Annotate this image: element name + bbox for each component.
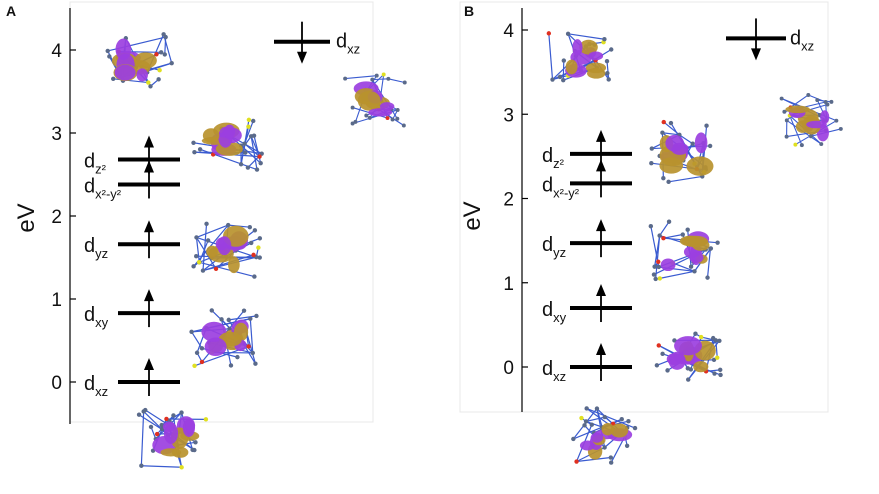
panel-b-label: B [464,3,474,19]
panel-b-y-axis-label: eV [459,201,486,230]
panel-b-spin-up-arrowhead [596,129,606,142]
panel-a-orbital-dxy [189,308,259,368]
panel-a-spin-up-arrowhead [144,289,154,302]
panel-b-y-tick-label: 1 [503,274,514,295]
panel-b-level-label: dxz [790,27,814,53]
panel-a-orbital-dz2 [191,117,264,172]
panel-a-level-label: dx²-y² [84,175,122,201]
orbital-isosurfaces [105,31,843,470]
panel-b-level-label: dx²-y² [542,174,580,200]
panel-a-level-label: dyz [84,235,108,261]
panel-b-orbital-dxz [571,406,638,465]
panel-a-orbital-dyz [191,221,263,279]
panel-b-level-label: dxz [542,358,566,384]
panel-a-level-label: dxz [336,31,360,57]
panel-a-y-tick-label: 0 [51,373,62,394]
panel-b-orbital-dyz [648,219,720,282]
panel-a-y-tick-label: 1 [51,290,62,311]
panel-a-orbital-top [105,32,174,89]
panel-b-orbital-dz2 [649,119,714,185]
panel-b-orbital-dxy [654,331,723,382]
panel-a-level-label: dxz [84,373,108,399]
panel-a-spin-down-arrowhead [297,51,307,64]
panel-b: 0 1 2 3 4 dxz dxy dyz dx²-y² dz² dxz [503,8,814,412]
panel-a-orbital-right [343,72,407,128]
panel-a-label: A [6,3,16,19]
panel-b-y-tick-label: 4 [503,21,514,42]
panel-b-orbital-right [779,92,843,148]
panel-b-spin-up-arrowhead [596,284,606,297]
panel-a-orbital-dxz [136,407,209,470]
panel-b-y-tick-label: 2 [503,190,514,211]
panel-b-spin-down-arrowhead [751,48,761,61]
panel-a-y-tick-label: 2 [51,207,62,228]
panel-a-level-label: dz² [84,151,107,177]
panel-b-orbital-top [546,31,614,83]
panel-b-level-label: dz² [542,145,565,171]
panel-b-spin-up-arrowhead [596,343,606,355]
panel-a-level-label: dxy [84,304,109,330]
panel-b-spin-up-arrowhead [596,219,606,232]
panel-b-level-label: dyz [542,234,566,260]
panel-a-spin-up-arrowhead [144,220,154,233]
panel-a-y-axis-label: eV [13,203,40,232]
panel-a-y-tick-label: 4 [51,41,62,62]
panel-b-level-label: dxy [542,299,567,325]
panel-a-spin-up-arrowhead [144,358,154,370]
panel-a-y-tick-label: 3 [51,124,62,145]
panel-b-y-tick-label: 0 [503,358,514,379]
panel-b-frame [459,1,829,413]
panel-a-spin-up-arrowhead [144,135,154,148]
panel-b-y-tick-label: 3 [503,105,514,126]
